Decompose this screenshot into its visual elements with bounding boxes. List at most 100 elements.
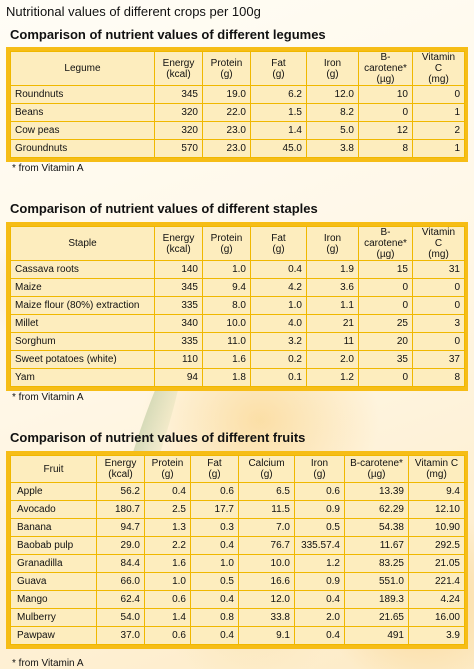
fruits-table-frame: Fruit Energy (kcal) Protein (g) Fat (g) Calcium… (6, 451, 468, 649)
table-cell: 221.4 (408, 572, 465, 591)
table-cell: 12.0 (238, 590, 295, 609)
table-row: Pawpaw 37.0 0.6 0.4 9.1 0.4 491 3.9 (10, 626, 465, 645)
staples-footnote: * from Vitamin A (12, 392, 84, 403)
table-cell: 35 (358, 350, 413, 369)
table-cell: 0.4 (250, 260, 307, 279)
table-cell: 345 (154, 85, 203, 104)
header-row: Fruit Energy (kcal) Protein (g) Fat (g) Calcium… (10, 455, 465, 483)
table-cell: 5.0 (306, 121, 359, 140)
table-cell: 0 (358, 103, 413, 122)
row-label: Avocado (10, 500, 97, 519)
table-cell: 11.5 (238, 500, 295, 519)
table-cell: 0.6 (190, 482, 239, 501)
table-cell: 29.0 (96, 536, 145, 555)
fruits-footnote: * from Vitamin A (12, 658, 84, 669)
table-cell: 0 (412, 278, 465, 297)
table-row: Sorghum 335 11.0 3.2 11 20 0 (10, 332, 465, 351)
table-cell: 37.0 (96, 626, 145, 645)
table-cell: 4.2 (250, 278, 307, 297)
row-label: Maize flour (80%) extraction (10, 296, 155, 315)
table-row: Guava 66.0 1.0 0.5 16.6 0.9 551.0 221.4 (10, 572, 465, 591)
row-label: Pawpaw (10, 626, 97, 645)
table-row: Groundnuts 570 23.0 45.0 3.8 8 1 (10, 139, 465, 158)
table-cell: 4.24 (408, 590, 465, 609)
table-cell: 45.0 (250, 139, 307, 158)
table-cell: 94 (154, 368, 203, 387)
column-header: Vitamin C (mg) (412, 226, 465, 261)
table-row: Cow peas 320 23.0 1.4 5.0 12 2 (10, 121, 465, 140)
table-cell: 0 (358, 296, 413, 315)
table-cell: 21.05 (408, 554, 465, 573)
table-cell: 0.4 (294, 626, 345, 645)
table-cell: 10.90 (408, 518, 465, 537)
table-row: Beans 320 22.0 1.5 8.2 0 1 (10, 103, 465, 122)
column-header: Legume (10, 51, 155, 86)
table-cell: 66.0 (96, 572, 145, 591)
legumes-footnote: * from Vitamin A (12, 163, 84, 174)
column-header: Vitamin C (mg) (412, 51, 465, 86)
table-cell: 54.38 (344, 518, 409, 537)
table-cell: 3.8 (306, 139, 359, 158)
table-cell: 0.1 (250, 368, 307, 387)
column-header: Iron (g) (306, 51, 359, 86)
table-cell: 1.6 (202, 350, 251, 369)
table-cell: 0.9 (294, 572, 345, 591)
table-cell: 1.8 (202, 368, 251, 387)
row-label: Cow peas (10, 121, 155, 140)
table-cell: 140 (154, 260, 203, 279)
column-header: Fat (g) (190, 455, 239, 483)
table-cell: 0.4 (190, 536, 239, 555)
table-cell: 1.3 (144, 518, 191, 537)
column-header: B-carotene* (µg) (344, 455, 409, 483)
column-header: Fat (g) (250, 51, 307, 86)
table-cell: 491 (344, 626, 409, 645)
table-cell: 21.65 (344, 608, 409, 627)
table-cell: 31 (412, 260, 465, 279)
table-cell: 1.0 (202, 260, 251, 279)
table-cell: 551.0 (344, 572, 409, 591)
table-cell: 3.2 (250, 332, 307, 351)
table-cell: 0.6 (294, 482, 345, 501)
staples-title: Comparison of nutrient values of differe… (10, 201, 318, 216)
row-label: Roundnuts (10, 85, 155, 104)
table-row: Mulberry 54.0 1.4 0.8 33.8 2.0 21.65 16.00 (10, 608, 465, 627)
column-header: Protein (g) (202, 226, 251, 261)
table-cell: 1.0 (144, 572, 191, 591)
column-header: Fat (g) (250, 226, 307, 261)
table-cell: 0.9 (294, 500, 345, 519)
table-cell: 56.2 (96, 482, 145, 501)
table-cell: 23.0 (202, 139, 251, 158)
column-header: Staple (10, 226, 155, 261)
table-cell: 7.0 (238, 518, 295, 537)
row-label: Maize (10, 278, 155, 297)
legumes-table: Legume Energy (kcal) Protein (g) Fat (g) Iron (g… (10, 51, 465, 158)
table-cell: 1.1 (306, 296, 359, 315)
table-cell: 1.0 (250, 296, 307, 315)
table-cell: 2.5 (144, 500, 191, 519)
table-cell: 0.4 (190, 590, 239, 609)
table-cell: 16.00 (408, 608, 465, 627)
table-cell: 83.25 (344, 554, 409, 573)
table-cell: 8 (412, 368, 465, 387)
table-cell: 110 (154, 350, 203, 369)
table-cell: 17.7 (190, 500, 239, 519)
table-cell: 0.2 (250, 350, 307, 369)
table-cell: 76.7 (238, 536, 295, 555)
row-label: Yam (10, 368, 155, 387)
table-cell: 54.0 (96, 608, 145, 627)
table-cell: 345 (154, 278, 203, 297)
header-row: Legume Energy (kcal) Protein (g) Fat (g) Iron (g… (10, 51, 465, 86)
table-cell: 8.2 (306, 103, 359, 122)
row-label: Apple (10, 482, 97, 501)
table-row: Sweet potatoes (white) 110 1.6 0.2 2.0 35 37 (10, 350, 465, 369)
column-header: Protein (g) (144, 455, 191, 483)
table-cell: 15 (358, 260, 413, 279)
table-cell: 11 (306, 332, 359, 351)
row-label: Sweet potatoes (white) (10, 350, 155, 369)
row-label: Beans (10, 103, 155, 122)
table-cell: 0.4 (294, 590, 345, 609)
table-cell: 0.4 (144, 482, 191, 501)
table-cell: 335.57.4 (294, 536, 345, 555)
table-cell: 9.4 (408, 482, 465, 501)
table-cell: 84.4 (96, 554, 145, 573)
